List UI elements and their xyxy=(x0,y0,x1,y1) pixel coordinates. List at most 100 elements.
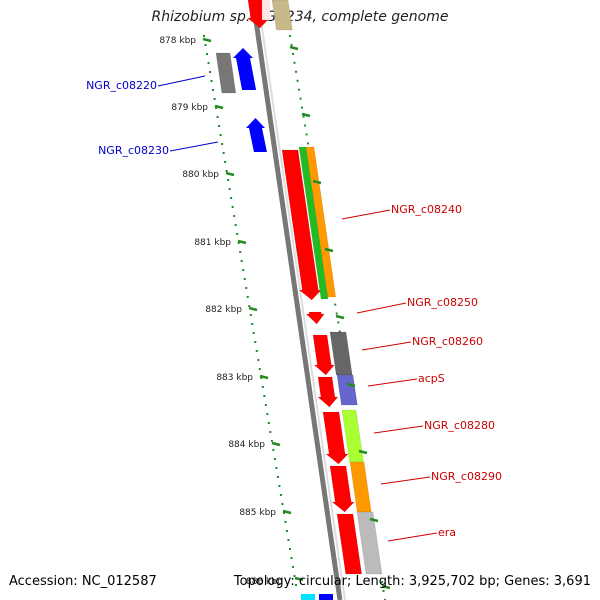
outer-tick-dot xyxy=(299,97,302,100)
inner-tick-dot xyxy=(287,539,290,541)
scale-tick xyxy=(237,239,247,245)
outer-tick-dot xyxy=(338,330,341,333)
tick-label: 885 kbp xyxy=(239,508,276,518)
outer-scale-tick xyxy=(381,584,391,590)
inner-tick-dot xyxy=(233,215,236,217)
inner-tick-dot xyxy=(213,98,216,100)
gene-feature-ngr-c08230 xyxy=(246,118,267,152)
leader-line xyxy=(169,141,219,152)
gene-feature-bottom-blue xyxy=(319,594,333,600)
tick-label: 881 kbp xyxy=(194,238,231,248)
inner-tick-dot xyxy=(228,188,231,190)
inner-tick-dot xyxy=(266,413,269,415)
gene-label: NGR_c08220 xyxy=(86,79,157,92)
inner-tick-dot xyxy=(230,197,233,199)
inner-tick-dot xyxy=(270,440,273,442)
outer-scale-tick xyxy=(346,382,356,388)
inner-tick-dot xyxy=(227,179,230,181)
inner-tick-dot xyxy=(221,143,224,145)
gene-label: NGR_c08260 xyxy=(412,335,483,348)
gene-feature-ngr-c08290 xyxy=(349,461,372,513)
gene-features xyxy=(215,0,383,600)
outer-tick-dot xyxy=(290,43,293,46)
inner-tick-dot xyxy=(225,170,228,172)
inner-tick-dot xyxy=(293,575,296,577)
gene-feature-ngr-c08260-red xyxy=(312,334,335,376)
scale-tick xyxy=(202,37,212,43)
tick-label: 882 kbp xyxy=(205,305,242,315)
outer-tick-dot xyxy=(305,133,308,136)
inner-tick-dot xyxy=(263,395,266,397)
inner-tick-dot xyxy=(281,503,284,505)
gene-feature-ngr-c08290-red xyxy=(329,465,355,513)
inner-tick-dot xyxy=(284,521,287,523)
inner-tick-dot xyxy=(295,584,297,586)
outer-tick-dot xyxy=(301,106,304,109)
outer-scale-tick xyxy=(289,45,299,51)
outer-scale-tick xyxy=(324,247,334,253)
outer-tick-dot xyxy=(293,61,296,64)
outer-tick-dot xyxy=(380,581,383,584)
inner-tick-dot xyxy=(285,530,288,532)
inner-tick-dot xyxy=(264,404,267,406)
inner-tick-dot xyxy=(279,494,282,496)
gene-feature-ngr-c08220 xyxy=(233,48,257,90)
inner-tick-dot xyxy=(243,278,246,280)
inner-tick-dot xyxy=(291,566,294,568)
inner-tick-dot xyxy=(207,62,210,64)
outer-scale-tick xyxy=(312,179,322,185)
gene-label: NGR_c08280 xyxy=(424,419,495,432)
genome-backbone xyxy=(250,0,346,600)
gene-label: NGR_c08290 xyxy=(431,470,502,483)
topology-summary: Topology: circular; Length: 3,925,702 bp… xyxy=(233,574,591,589)
tick-label: 879 kbp xyxy=(171,103,208,113)
outer-tick-dot xyxy=(307,142,310,145)
inner-tick-dot xyxy=(204,44,207,46)
gene-label: NGR_c08250 xyxy=(407,296,478,309)
outer-tick-dot xyxy=(382,590,385,593)
scale-tick xyxy=(271,441,281,447)
gene-feature-acps-red xyxy=(317,376,339,408)
inner-tick-dot xyxy=(251,323,254,325)
outer-tick-dot xyxy=(304,124,307,127)
inner-tick-dot xyxy=(278,485,281,487)
inner-tick-dot xyxy=(239,251,242,253)
inner-tick-dot xyxy=(260,377,263,379)
inner-tick-dot xyxy=(261,386,264,388)
inner-tick-dot xyxy=(215,107,218,109)
outer-tick-dot xyxy=(298,88,301,91)
gene-feature-ngr-c08280-red xyxy=(322,411,349,465)
inner-tick-dot xyxy=(231,206,234,208)
inner-tick-dot xyxy=(222,152,225,154)
inner-tick-dot xyxy=(249,314,252,316)
gene-label: NGR_c08240 xyxy=(391,203,462,216)
gene-feature-bottom-cyan xyxy=(301,594,315,600)
inner-tick-dot xyxy=(269,431,272,433)
inner-tick-dot xyxy=(218,125,221,127)
gene-label: era xyxy=(438,526,456,539)
outer-scale-tick xyxy=(335,314,345,320)
leader-line xyxy=(367,378,418,387)
gene-feature-acps xyxy=(336,374,358,406)
tick-label: 880 kbp xyxy=(182,170,219,180)
inner-tick-dot xyxy=(273,458,276,460)
inner-tick-dot xyxy=(252,332,255,334)
backbone-highlight xyxy=(257,0,346,600)
leader-line xyxy=(380,476,431,485)
leader-line xyxy=(341,209,391,220)
inner-tick-dot xyxy=(255,350,258,352)
leader-line xyxy=(356,302,407,314)
inner-tick-dot xyxy=(219,134,222,136)
leader-line xyxy=(387,532,438,542)
outer-tick-dot xyxy=(295,70,298,73)
gene-feature-era xyxy=(356,511,383,575)
gene-feature-ngr-c08240 xyxy=(281,149,322,301)
outer-tick-dot xyxy=(302,115,305,118)
tick-label: 878 kbp xyxy=(159,36,196,46)
gene-feature-ngr-c08250 xyxy=(305,311,325,325)
inner-tick-dot xyxy=(282,512,285,514)
gene-feature-top-pink xyxy=(262,0,270,20)
outer-scale-tick xyxy=(369,517,379,523)
label-leader-lines xyxy=(157,75,438,542)
